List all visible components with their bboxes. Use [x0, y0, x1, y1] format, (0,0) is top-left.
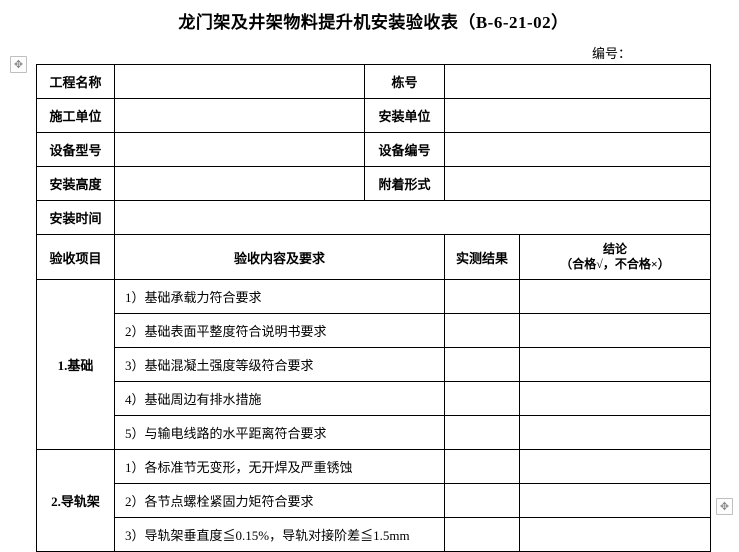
info-label-3-b: 附着形式	[365, 167, 445, 201]
section-1-item-0: 1）各标准节无变形，无开焊及严重锈蚀	[115, 450, 445, 484]
header-result: 实测结果	[445, 235, 520, 280]
section-0-conclusion-4[interactable]	[520, 416, 711, 450]
info-label-0-b: 栋号	[365, 65, 445, 99]
section-1-conclusion-2[interactable]	[520, 518, 711, 552]
section-0-item-0: 1）基础承载力符合要求	[115, 280, 445, 314]
section-1-result-0[interactable]	[445, 450, 520, 484]
section-1-conclusion-1[interactable]	[520, 484, 711, 518]
section-0-conclusion-1[interactable]	[520, 314, 711, 348]
info-value-1-a[interactable]	[115, 99, 365, 133]
section-0-result-0[interactable]	[445, 280, 520, 314]
section-0-name: 1.基础	[37, 280, 115, 450]
info-value-2-b[interactable]	[445, 133, 711, 167]
section-1-conclusion-0[interactable]	[520, 450, 711, 484]
info-value-1-b[interactable]	[445, 99, 711, 133]
handle-icon: ✥	[14, 58, 23, 71]
section-1-result-1[interactable]	[445, 484, 520, 518]
section-0-result-1[interactable]	[445, 314, 520, 348]
section-0-result-4[interactable]	[445, 416, 520, 450]
info-value-0-a[interactable]	[115, 65, 365, 99]
section-1-item-1: 2）各节点螺栓紧固力矩符合要求	[115, 484, 445, 518]
header-project: 验收项目	[37, 235, 115, 280]
section-0-item-1: 2）基础表面平整度符合说明书要求	[115, 314, 445, 348]
section-0-conclusion-0[interactable]	[520, 280, 711, 314]
drag-handle-right[interactable]: ✥	[716, 498, 733, 515]
install-time-value[interactable]	[115, 201, 711, 235]
header-conclusion: 结论（合格√，不合格×）	[520, 235, 711, 280]
info-value-3-a[interactable]	[115, 167, 365, 201]
section-1-result-2[interactable]	[445, 518, 520, 552]
section-0-item-2: 3）基础混凝土强度等级符合要求	[115, 348, 445, 382]
install-time-label: 安装时间	[37, 201, 115, 235]
acceptance-table: 工程名称 栋号施工单位 安装单位设备型号 设备编号安装高度 附着形式安装时间验收项目验收…	[36, 64, 711, 552]
handle-icon: ✥	[720, 500, 729, 513]
section-1-name: 2.导轨架	[37, 450, 115, 552]
info-value-2-a[interactable]	[115, 133, 365, 167]
info-label-2-a: 设备型号	[37, 133, 115, 167]
info-value-0-b[interactable]	[445, 65, 711, 99]
page-title: 龙门架及井架物料提升机安装验收表（B-6-21-02）	[36, 8, 711, 33]
section-0-result-3[interactable]	[445, 382, 520, 416]
section-0-conclusion-2[interactable]	[520, 348, 711, 382]
section-0-result-2[interactable]	[445, 348, 520, 382]
header-content: 验收内容及要求	[115, 235, 445, 280]
section-1-item-2: 3）导轨架垂直度≦0.15%，导轨对接阶差≦1.5mm	[115, 518, 445, 552]
info-label-2-b: 设备编号	[365, 133, 445, 167]
info-label-3-a: 安装高度	[37, 167, 115, 201]
info-label-0-a: 工程名称	[37, 65, 115, 99]
info-label-1-b: 安装单位	[365, 99, 445, 133]
info-label-1-a: 施工单位	[37, 99, 115, 133]
section-0-item-3: 4）基础周边有排水措施	[115, 382, 445, 416]
section-0-conclusion-3[interactable]	[520, 382, 711, 416]
section-0-item-4: 5）与输电线路的水平距离符合要求	[115, 416, 445, 450]
drag-handle-left[interactable]: ✥	[10, 56, 27, 73]
doc-number-label: 编号：	[36, 43, 711, 62]
info-value-3-b[interactable]	[445, 167, 711, 201]
